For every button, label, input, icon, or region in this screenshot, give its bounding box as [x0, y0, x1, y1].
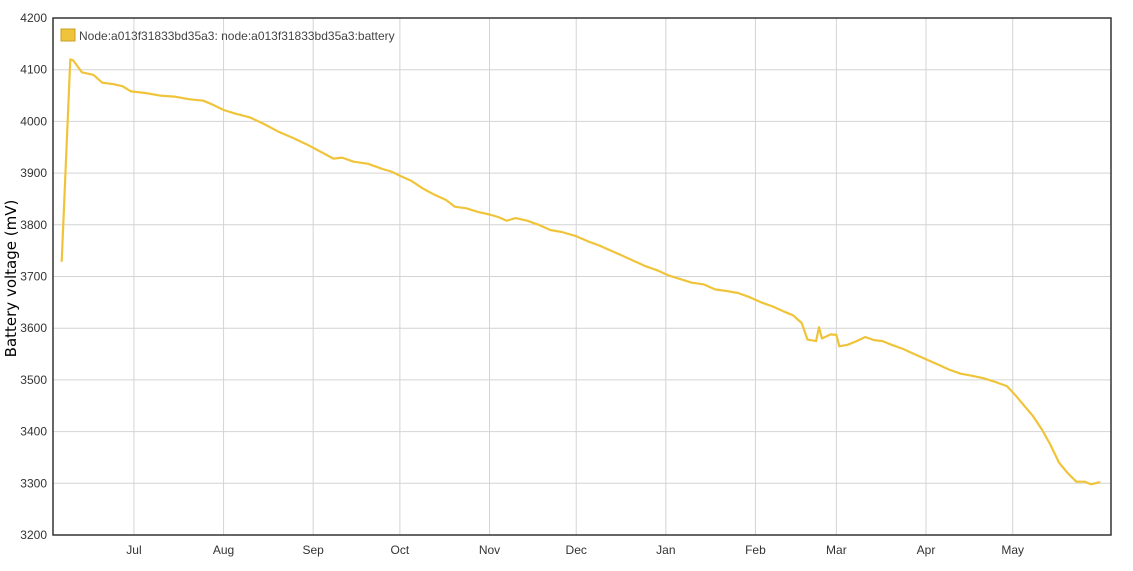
chart-legend[interactable]: Node:a013f31833bd35a3: node:a013f31833bd… — [60, 28, 395, 43]
y-tick-label: 3400 — [20, 425, 47, 439]
x-tick-label: May — [1001, 543, 1024, 557]
y-tick-label: 3500 — [20, 373, 47, 387]
y-axis-title: Battery voltage (mV) — [2, 200, 20, 358]
x-tick-label: Nov — [479, 543, 500, 557]
legend-swatch — [60, 28, 76, 42]
y-tick-label: 3900 — [20, 166, 47, 180]
y-tick-label: 3200 — [20, 528, 47, 542]
y-tick-label: 4100 — [20, 63, 47, 77]
y-axis-ticks: 3200 3300 3400 3500 3600 3700 3800 3900 4000 4100… — [20, 11, 47, 542]
chart-grid — [53, 17, 1111, 536]
y-tick-label: 3700 — [20, 270, 47, 284]
x-axis-ticks: Jul Aug Sep Oct Nov Dec Jan Feb Mar Apr May — [126, 543, 1024, 557]
x-tick-label: Oct — [391, 543, 410, 557]
x-tick-label: Apr — [917, 543, 936, 557]
x-tick-label: Sep — [302, 543, 324, 557]
x-tick-label: Jul — [126, 543, 141, 557]
y-tick-label: 4000 — [20, 114, 47, 128]
y-tick-label: 3600 — [20, 321, 47, 335]
x-tick-label: Dec — [566, 543, 587, 557]
x-tick-label: Mar — [826, 543, 847, 557]
y-tick-label: 3800 — [20, 218, 47, 232]
x-tick-label: Jan — [656, 543, 675, 557]
y-tick-label: 3300 — [20, 476, 47, 490]
plot-frame — [52, 17, 1112, 536]
legend-label: Node:a013f31833bd35a3: node:a013f31833bd… — [79, 29, 395, 43]
y-tick-label: 4200 — [20, 11, 47, 25]
x-tick-label: Aug — [213, 543, 234, 557]
series-line — [60, 58, 1101, 486]
chart-series — [60, 58, 1101, 486]
x-tick-label: Feb — [745, 543, 766, 557]
